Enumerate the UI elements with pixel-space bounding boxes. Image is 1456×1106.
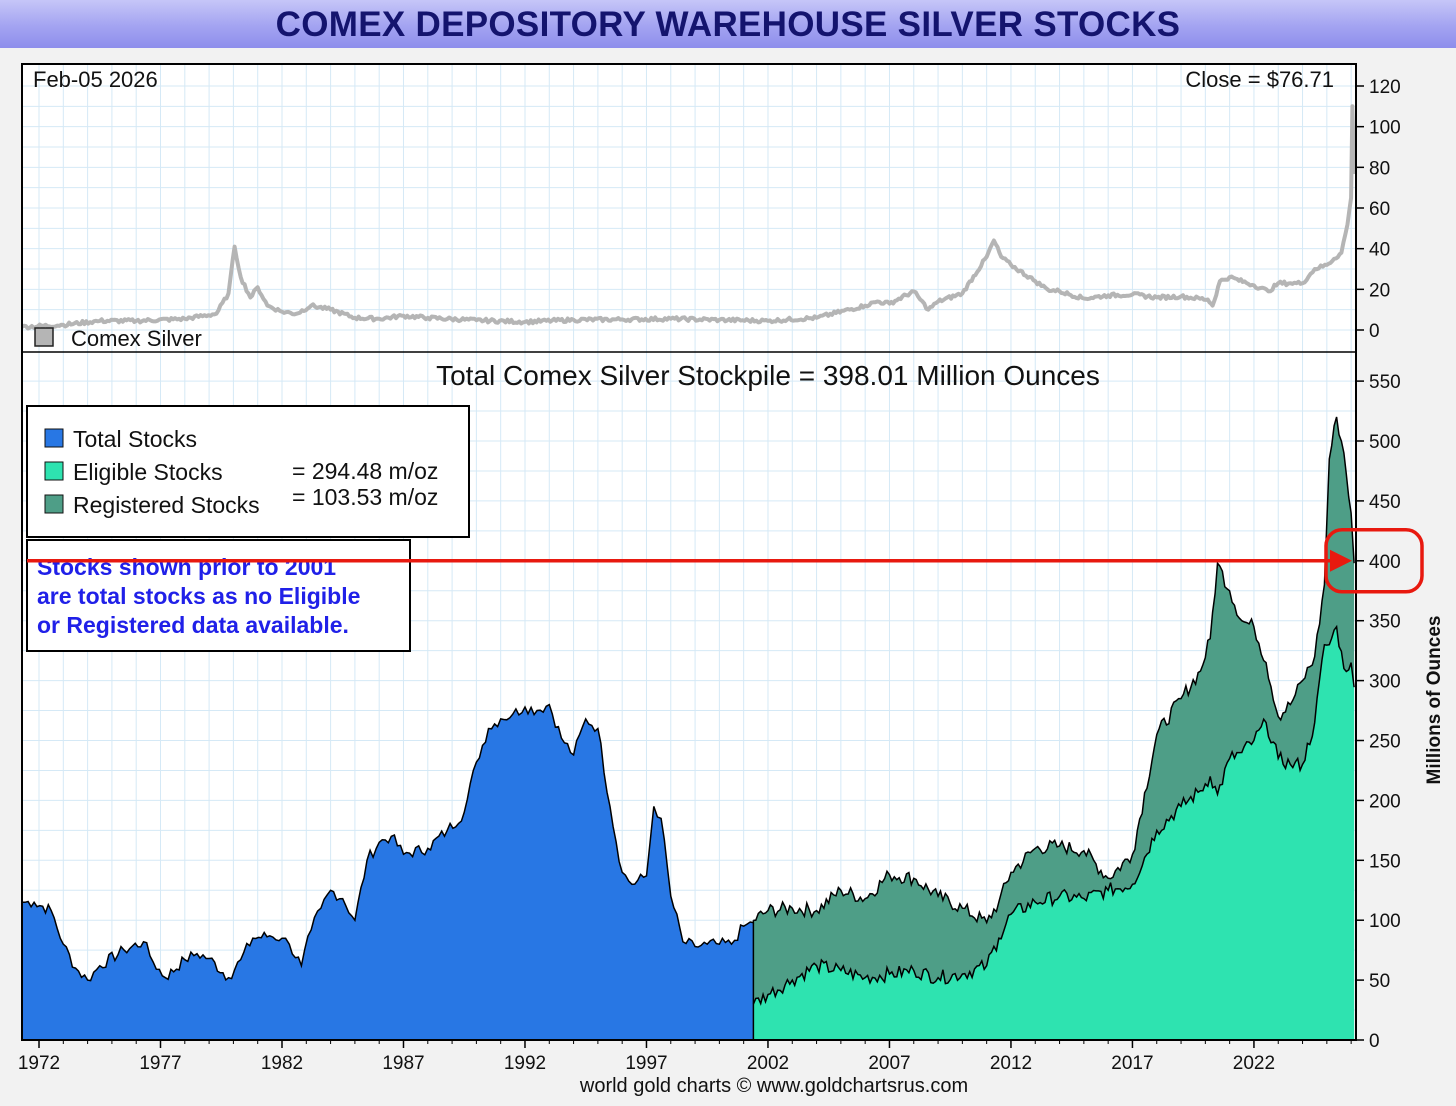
y-axis-label: Millions of Ounces (1424, 616, 1445, 785)
top-y-tick-label: 120 (1369, 77, 1401, 98)
x-tick-label: 2022 (1233, 1053, 1275, 1074)
bottom-y-tick-label: 200 (1369, 791, 1401, 812)
x-tick-label: 1992 (504, 1053, 546, 1074)
registered-stocks-label: Registered Stocks (73, 492, 260, 518)
stockpile-title: Total Comex Silver Stockpile = 398.01 Mi… (436, 360, 1100, 391)
x-tick-label: 1977 (139, 1053, 181, 1074)
top-y-tick-label: 20 (1369, 280, 1390, 301)
x-tick-label: 1982 (261, 1053, 303, 1074)
close-label: Close = $76.71 (1185, 67, 1334, 92)
axes: 0 20 40 60 80 100 120 0 50 100 150 200 250 300 350 400 4… (18, 77, 1445, 1074)
annotation-frame (26, 539, 411, 652)
stock-areas (21, 416, 1355, 1040)
bottom-y-tick-label: 450 (1369, 492, 1401, 513)
total-stocks-swatch (44, 428, 64, 448)
comex-silver-price-line (20, 104, 1357, 331)
total-stocks-line (21, 703, 754, 982)
eligible-stocks-line (752, 624, 1355, 1006)
bottom-y-tick-label: 150 (1369, 851, 1401, 872)
x-tick-label: 1972 (18, 1053, 60, 1074)
annotation-line-3: or Registered data available. (37, 612, 349, 638)
legend-frame (26, 405, 470, 538)
x-tick-label: 2002 (747, 1053, 789, 1074)
eligible-stocks-value: = 294.48 m/oz (292, 458, 438, 484)
bottom-y-tick-label: 550 (1369, 372, 1401, 393)
highlight-400-marker (27, 528, 1424, 594)
x-tick-label: 1997 (625, 1053, 667, 1074)
x-tick-label: 2007 (868, 1053, 910, 1074)
legend-box: Total Stocks Eligible Stocks = 294.48 m/… (26, 405, 470, 538)
x-tick-label: 2012 (990, 1053, 1032, 1074)
annotation-line-2: are total stocks as no Eligible (37, 583, 360, 609)
bottom-y-tick-label: 350 (1369, 612, 1401, 633)
top-y-tick-label: 40 (1369, 240, 1390, 261)
eligible-stocks-label: Eligible Stocks (73, 459, 223, 485)
plot-frame (21, 63, 1357, 1041)
comex-silver-legend-swatch (34, 327, 54, 347)
bottom-y-tick-label: 0 (1369, 1031, 1380, 1052)
total-stocks-area (22, 704, 754, 1040)
x-tick-label: 2017 (1111, 1053, 1153, 1074)
registered-stocks-swatch (44, 494, 64, 514)
top-y-tick-label: 0 (1369, 321, 1380, 342)
price-panel (20, 104, 1357, 331)
bottom-y-tick-label: 400 (1369, 552, 1401, 573)
comex-silver-legend-label: Comex Silver (71, 326, 202, 351)
chart-title: COMEX DEPOSITORY WAREHOUSE SILVER STOCKS (275, 5, 1181, 44)
total-stocks-label: Total Stocks (73, 426, 197, 452)
annotation-box: Stocks shown prior to 2001 are total sto… (26, 539, 411, 652)
top-y-tick-label: 60 (1369, 199, 1390, 220)
bottom-y-tick-label: 300 (1369, 672, 1401, 693)
highlight-arrowhead (1330, 549, 1352, 572)
date-label: Feb-05 2026 (33, 67, 158, 92)
registered-stocks-line (753, 416, 1355, 925)
registered-stocks-value: = 103.53 m/oz (292, 484, 438, 510)
footer-credit: world gold charts © www.goldchartsrus.co… (579, 1075, 968, 1097)
bottom-y-tick-label: 500 (1369, 432, 1401, 453)
title-bar: COMEX DEPOSITORY WAREHOUSE SILVER STOCKS (0, 0, 1456, 49)
annotation-line-1: Stocks shown prior to 2001 (37, 554, 336, 580)
eligible-stocks-area (753, 626, 1355, 1040)
eligible-stocks-swatch (44, 461, 64, 481)
top-y-tick-label: 80 (1369, 158, 1390, 179)
bottom-y-tick-label: 50 (1369, 971, 1390, 992)
bottom-y-tick-label: 250 (1369, 732, 1401, 753)
highlight-circle (1324, 528, 1424, 594)
bottom-y-tick-label: 100 (1369, 911, 1401, 932)
top-y-tick-label: 100 (1369, 118, 1401, 139)
x-tick-label: 1987 (382, 1053, 424, 1074)
